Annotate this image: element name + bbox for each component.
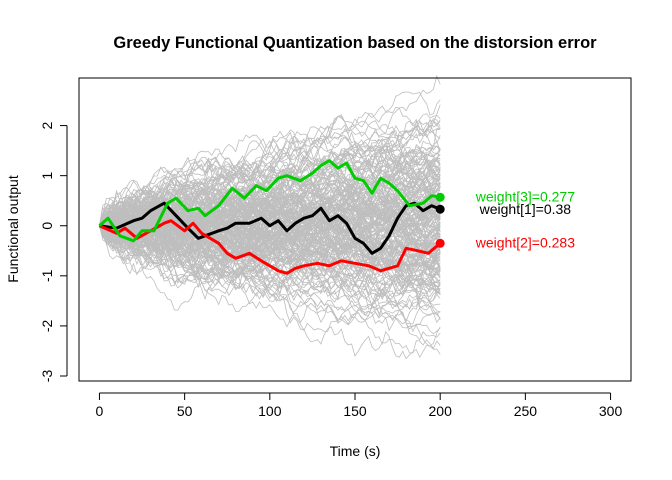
- y-tick-label: -1: [39, 269, 55, 282]
- series-endpoint-2: [435, 238, 445, 248]
- background-path: [99, 148, 441, 226]
- y-axis-label: Functional output: [5, 175, 21, 283]
- background-path: [99, 190, 441, 269]
- x-tick-label: 300: [599, 403, 623, 419]
- x-tick-label: 250: [514, 403, 538, 419]
- background-sample-paths: [99, 74, 441, 360]
- background-path: [99, 138, 441, 226]
- background-path: [99, 223, 441, 296]
- background-path: [99, 197, 441, 241]
- background-path: [99, 151, 441, 231]
- series-endpoint-3: [435, 192, 445, 202]
- background-path: [99, 217, 441, 277]
- chart-title: Greedy Functional Quantization based on …: [113, 34, 597, 52]
- background-path: [99, 150, 441, 246]
- x-tick-label: 200: [429, 403, 453, 419]
- x-tick-label: 50: [177, 403, 193, 419]
- weight-label-1: weight[3]=0.277: [475, 189, 575, 205]
- background-path: [99, 155, 441, 227]
- y-tick-label: 2: [39, 121, 55, 129]
- background-path: [99, 115, 441, 226]
- y-tick-label: 0: [39, 222, 55, 230]
- series-line-3: [98, 159, 441, 243]
- x-tick-label: 100: [258, 403, 282, 419]
- background-path: [99, 210, 441, 292]
- x-tick-label: 0: [96, 403, 104, 419]
- weight-label-2: weight[1]=0.38: [479, 201, 572, 217]
- weight-label-3: weight[2]=0.283: [475, 234, 575, 250]
- background-path: [99, 138, 441, 239]
- x-axis-label: Time (s): [330, 443, 381, 459]
- y-tick-label: -2: [39, 319, 55, 332]
- plot-frame: [78, 77, 632, 382]
- background-path: [99, 211, 441, 335]
- y-tick-label: -3: [39, 370, 55, 383]
- x-tick-label: 150: [343, 403, 367, 419]
- background-path: [99, 156, 441, 226]
- background-path: [99, 225, 441, 347]
- background-path: [99, 208, 441, 254]
- background-path: [99, 193, 441, 247]
- highlighted-series: [98, 159, 445, 275]
- background-path: [99, 223, 441, 341]
- background-path: [99, 214, 441, 357]
- series-endpoint-1: [435, 204, 445, 214]
- y-axis: -3 -2 -1 0 1 2: [39, 121, 68, 383]
- background-path: [99, 161, 441, 250]
- background-path: [99, 203, 441, 273]
- background-path: [99, 118, 441, 247]
- background-path: [99, 173, 441, 237]
- y-tick-label: 1: [39, 172, 55, 180]
- series-line-1: [99, 201, 441, 255]
- x-axis: 0 50 100 150 200 250 300: [96, 392, 623, 419]
- background-path: [99, 125, 441, 234]
- series-line-2: [98, 219, 442, 275]
- background-path: [99, 215, 441, 321]
